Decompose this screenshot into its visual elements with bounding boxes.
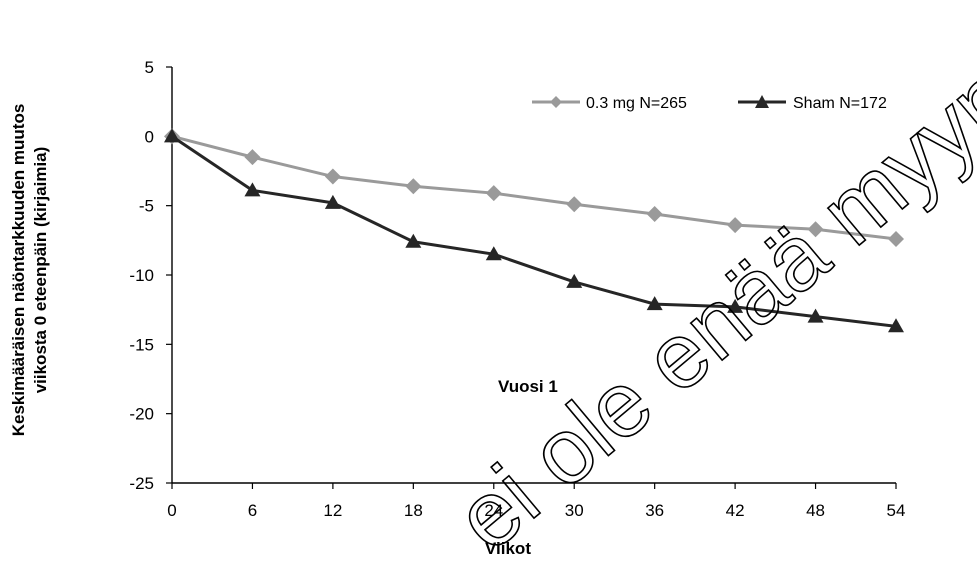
- x-tick-label: 18: [404, 501, 423, 520]
- x-tick-label: 36: [645, 501, 664, 520]
- x-tick-label: 0: [167, 501, 176, 520]
- y-tick-label: -25: [129, 474, 154, 493]
- series-1-point: [807, 221, 824, 238]
- series-2-point: [807, 308, 824, 323]
- x-tick-label: 48: [806, 501, 825, 520]
- y-axis-label-line-2: viikosta 0 eteenpäin (kirjaimia): [31, 147, 50, 394]
- legend: 0.3 mg N=265 Sham N=172: [532, 95, 887, 112]
- legend-label-series-2: Sham N=172: [793, 95, 887, 112]
- series-1-point: [324, 168, 341, 185]
- series-2-point: [485, 246, 502, 261]
- series-2-point: [164, 128, 180, 143]
- series-2-point: [244, 182, 261, 197]
- x-tick-label: 12: [323, 501, 342, 520]
- series-2: [164, 128, 904, 333]
- legend-marker-series-1: [550, 96, 562, 108]
- x-tick-label: 54: [887, 501, 906, 520]
- x-tick-label: 24: [484, 501, 503, 520]
- series-1: [164, 128, 904, 247]
- x-tick-label: 30: [565, 501, 584, 520]
- legend-marker-series-2: [755, 95, 769, 108]
- series-1-point: [888, 230, 904, 247]
- series-1-point: [405, 178, 422, 195]
- y-tick-label: -15: [129, 335, 154, 354]
- series-2-point: [888, 318, 904, 333]
- y-axis-label-line-1: Keskimääräisen näöntarkkuuden muutos: [9, 104, 28, 437]
- x-tick-label: 42: [726, 501, 745, 520]
- x-tick-label: 6: [248, 501, 257, 520]
- x-tick-labels: 0 6 12 18 24 30 36 42 48 54: [167, 501, 905, 520]
- watermark: ei ole enää myyntilupaa: [437, 0, 977, 563]
- series-1-point: [727, 217, 744, 234]
- series-2-point: [566, 273, 583, 288]
- y-tick-label: -5: [139, 197, 154, 216]
- y-tick-labels: 5 0 -5 -10 -15 -20 -25: [129, 58, 154, 493]
- series-1-point: [646, 205, 663, 222]
- y-tick-label: 0: [145, 127, 154, 146]
- series-2-point: [727, 298, 744, 313]
- series-1-line: [171, 134, 897, 241]
- series-2-point: [646, 296, 663, 311]
- annotation-vuosi-1: Vuosi 1: [498, 377, 558, 396]
- series-2-line: [171, 135, 897, 328]
- y-tick-label: -10: [129, 266, 154, 285]
- legend-label-series-1: 0.3 mg N=265: [586, 95, 687, 112]
- series-1-point: [566, 196, 583, 213]
- series-2-point: [324, 194, 341, 209]
- y-tick-label: 5: [145, 58, 154, 77]
- y-tick-label: -20: [129, 405, 154, 424]
- series-2-point: [405, 233, 422, 248]
- x-axis-label: Viikot: [485, 539, 531, 558]
- series-1-point: [485, 185, 502, 202]
- series-layer: [164, 128, 904, 333]
- series-1-point: [244, 149, 261, 166]
